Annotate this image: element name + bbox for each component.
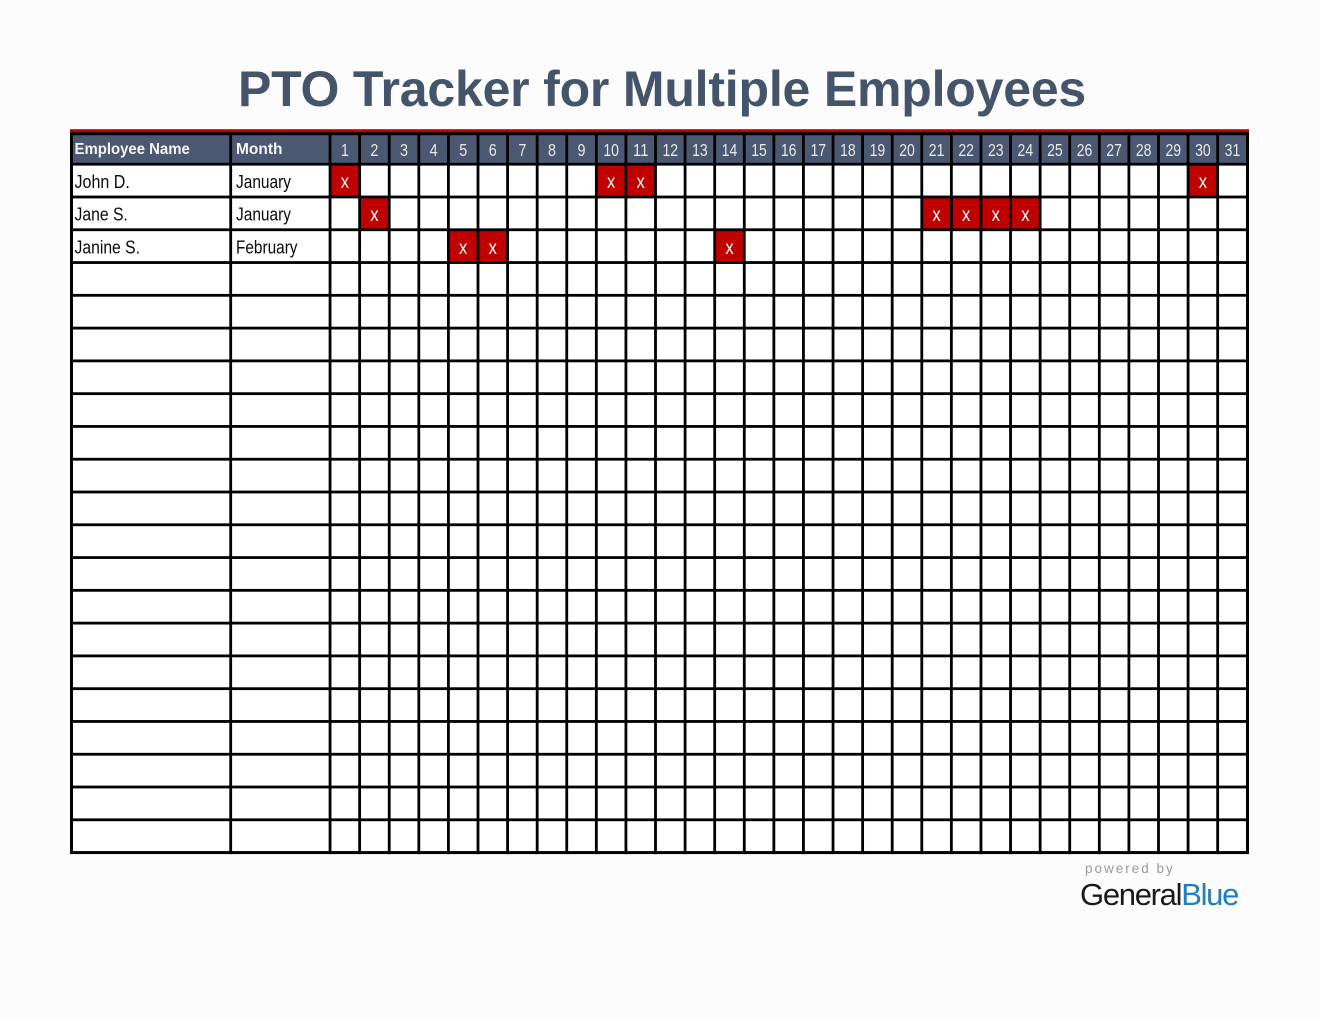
svg-text:7: 7 [518,140,526,160]
svg-text:x: x [962,205,971,226]
svg-text:20: 20 [899,140,915,160]
svg-text:10: 10 [603,140,619,160]
svg-text:5: 5 [459,140,467,160]
svg-text:18: 18 [840,140,856,160]
svg-text:25: 25 [1047,140,1063,160]
svg-text:11: 11 [633,140,649,160]
svg-text:February: February [236,236,298,257]
svg-text:4: 4 [430,140,438,160]
svg-text:2: 2 [370,140,378,160]
svg-text:x: x [459,238,468,259]
svg-text:x: x [725,238,734,259]
svg-text:1: 1 [341,140,349,160]
svg-text:9: 9 [578,140,586,160]
svg-text:x: x [637,172,646,193]
svg-text:3: 3 [400,140,408,160]
svg-text:17: 17 [810,140,826,160]
svg-text:x: x [1199,172,1208,193]
svg-text:19: 19 [870,140,886,160]
svg-text:Jane S.: Jane S. [75,204,128,225]
svg-text:January: January [236,171,292,192]
svg-text:26: 26 [1077,140,1093,160]
svg-text:x: x [1021,205,1030,226]
svg-text:13: 13 [692,140,708,160]
svg-text:21: 21 [929,140,945,160]
svg-text:January: January [236,204,292,225]
svg-text:23: 23 [988,140,1004,160]
svg-text:31: 31 [1225,140,1241,160]
svg-text:15: 15 [751,140,767,160]
svg-text:29: 29 [1165,140,1181,160]
svg-text:6: 6 [489,140,497,160]
svg-text:x: x [489,238,498,259]
svg-text:Month: Month [236,141,282,158]
svg-text:x: x [370,205,379,226]
svg-text:24: 24 [1018,140,1034,160]
svg-text:Janine S.: Janine S. [75,236,141,257]
svg-text:Employee Name: Employee Name [75,141,191,158]
svg-text:28: 28 [1136,140,1152,160]
svg-text:27: 27 [1106,140,1122,160]
svg-text:x: x [932,205,941,226]
svg-text:16: 16 [781,140,797,160]
svg-text:30: 30 [1195,140,1211,160]
svg-text:John D.: John D. [75,171,130,192]
svg-text:8: 8 [548,140,556,160]
svg-text:12: 12 [663,140,679,160]
svg-text:14: 14 [722,140,738,160]
svg-text:x: x [341,172,350,193]
svg-text:22: 22 [958,140,974,160]
svg-text:x: x [992,205,1001,226]
svg-text:x: x [607,172,616,193]
